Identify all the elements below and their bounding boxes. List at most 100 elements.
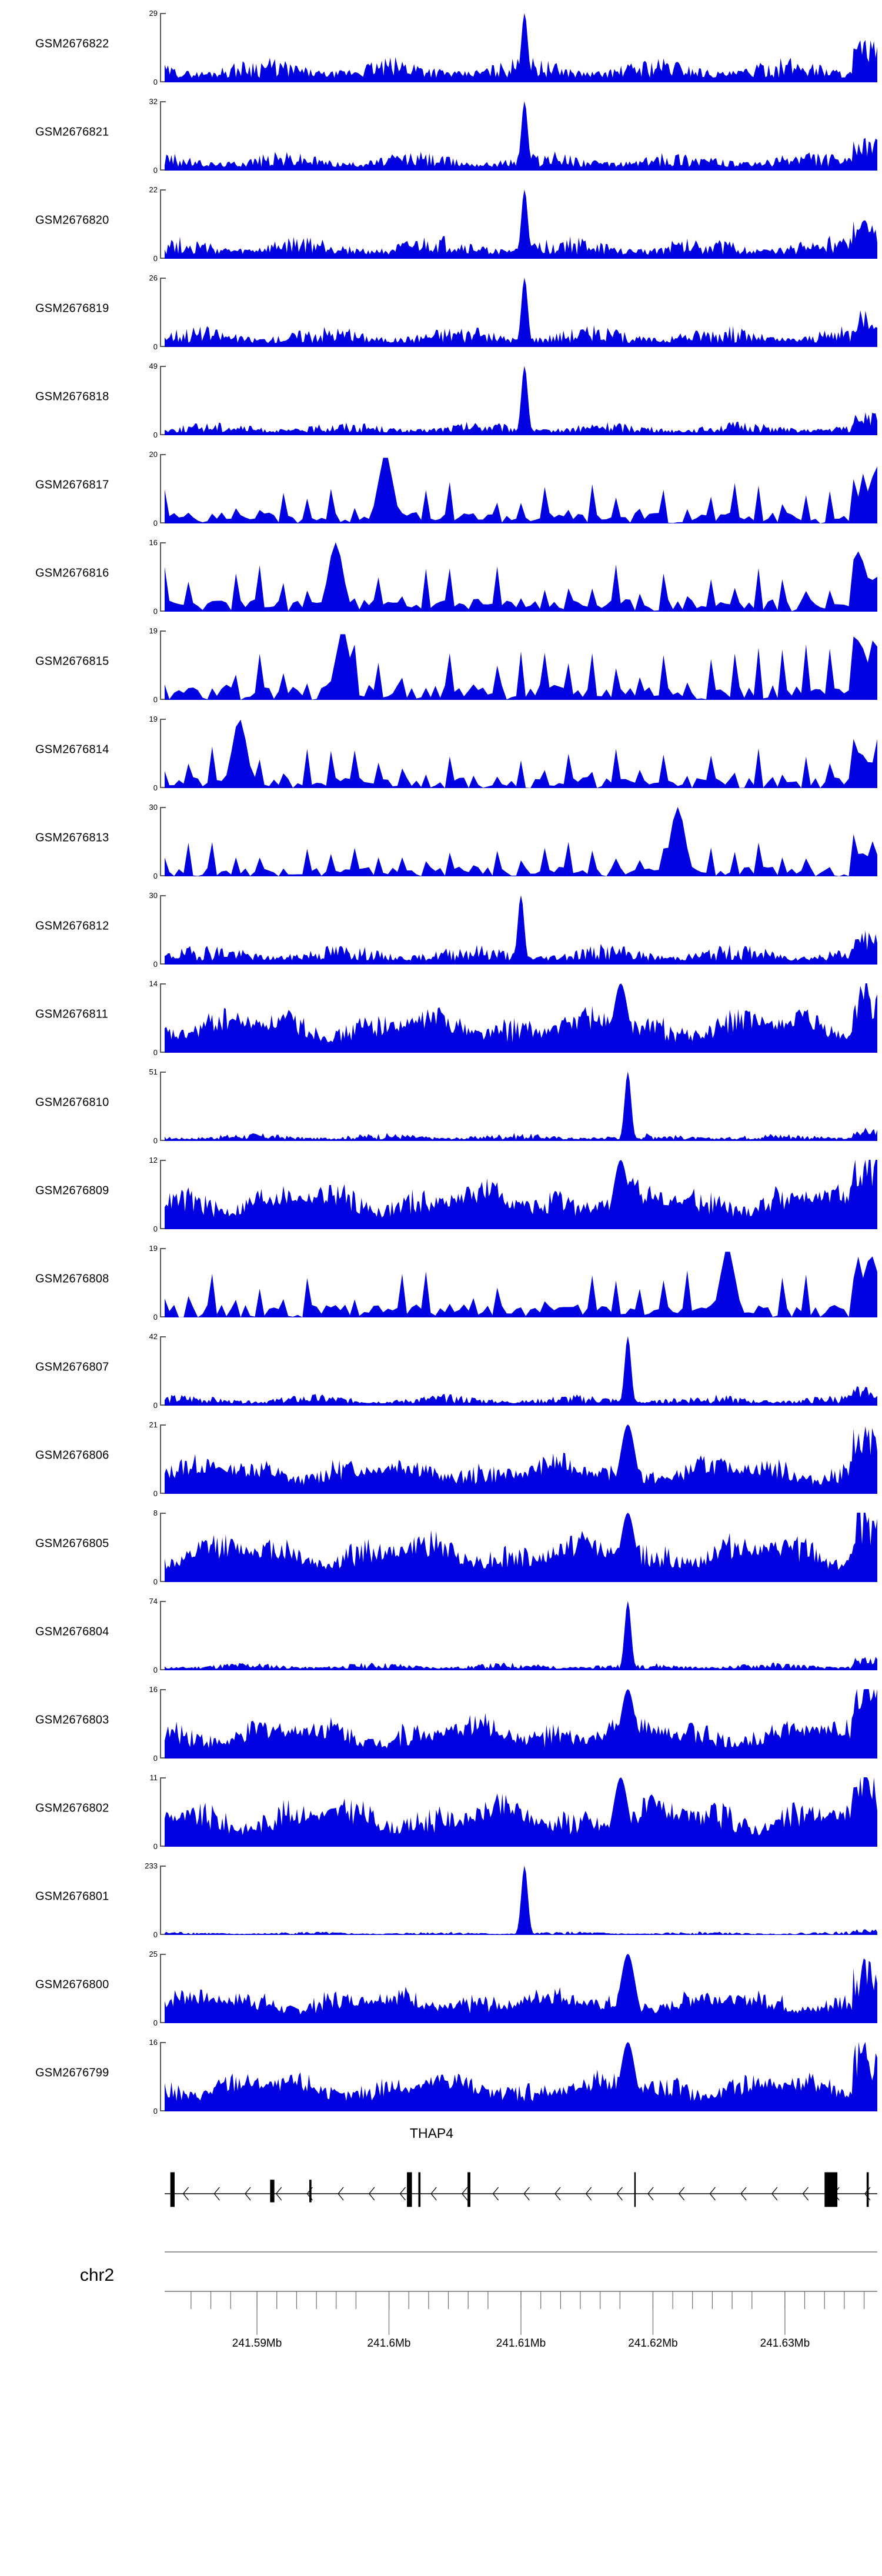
y-axis-max-label: 32 [149,97,158,106]
y-axis-min-label: 0 [153,1313,158,1322]
track-y-axis: 25 0 [149,1950,166,2027]
coverage-plot[interactable] [165,1513,877,1582]
coverage-track: GSM2676816 16 0 [0,529,882,618]
gene-name-label: THAP4 [0,2125,882,2141]
y-axis-min-label: 0 [153,519,158,528]
coverage-plot[interactable] [165,101,877,171]
coverage-plot[interactable] [165,13,877,82]
coverage-plot[interactable] [165,719,877,788]
coverage-plot[interactable] [165,542,877,612]
coverage-plot[interactable] [165,807,877,876]
axis-tick-label: 241.61Mb [496,2337,546,2350]
coverage-plot[interactable] [165,1248,877,1317]
y-axis-min-label: 0 [153,166,158,175]
y-axis-max-label: 42 [149,1332,158,1341]
coverage-track: GSM2676804 74 0 [0,1588,882,1676]
coverage-plot[interactable] [165,1160,877,1229]
coverage-track: GSM2676801 233 0 [0,1853,882,1941]
y-axis-max-label: 11 [149,1773,158,1782]
track-label: GSM2676803 [35,1713,109,1727]
coverage-track: GSM2676822 29 0 [0,0,882,88]
track-label: GSM2676816 [35,566,109,580]
y-axis-max-label: 49 [149,362,158,371]
y-axis-max-label: 20 [149,450,158,459]
y-axis-min-label: 0 [153,2018,158,2027]
y-axis-max-label: 19 [149,626,158,635]
track-label: GSM2676800 [35,1978,109,1991]
y-axis-max-label: 25 [149,1950,158,1958]
coverage-track: GSM2676820 22 0 [0,176,882,265]
track-y-axis: 19 0 [149,715,166,792]
track-label: GSM2676812 [35,919,109,933]
gene-model-canvas[interactable] [165,2151,877,2208]
track-y-axis: 30 0 [149,803,166,880]
y-axis-min-label: 0 [153,1754,158,1763]
y-axis-min-label: 0 [153,1577,158,1586]
coverage-track: GSM2676800 25 0 [0,1941,882,2029]
track-y-axis: 22 0 [149,186,166,262]
axis-track: chr2 241.59Mb 241.6Mb 241.61Mb 241.62Mb 241.6… [0,2217,882,2394]
coverage-track: GSM2676809 12 0 [0,1147,882,1235]
coverage-track: GSM2676803 16 0 [0,1676,882,1764]
coverage-track: GSM2676819 26 0 [0,265,882,353]
track-label: GSM2676808 [35,1272,109,1286]
coverage-plot[interactable] [165,1954,877,2023]
coverage-plot[interactable] [165,630,877,700]
coverage-plot[interactable] [165,895,877,965]
y-axis-min-label: 0 [153,607,158,616]
y-axis-min-label: 0 [153,254,158,263]
track-label: GSM2676815 [35,655,109,668]
track-label: GSM2676801 [35,1890,109,1903]
coverage-plot[interactable] [165,983,877,1053]
y-axis-min-label: 0 [153,431,158,439]
axis-ruler[interactable] [165,2241,877,2382]
coverage-plot[interactable] [165,1777,877,1847]
track-label: GSM2676806 [35,1449,109,1462]
coverage-plot[interactable] [165,1424,877,1494]
coverage-plot[interactable] [165,1689,877,1759]
y-axis-min-label: 0 [153,1489,158,1498]
y-axis-min-label: 0 [153,2107,158,2115]
axis-tick-label: 241.63Mb [760,2337,810,2350]
track-y-axis: 16 0 [149,539,166,615]
track-y-axis: 26 0 [149,274,166,351]
y-axis-min-label: 0 [153,1401,158,1410]
y-axis-min-label: 0 [153,342,158,351]
coverage-plot[interactable] [165,189,877,259]
coverage-plot[interactable] [165,366,877,435]
coverage-track: GSM2676821 32 0 [0,88,882,176]
coverage-track: GSM2676810 51 0 [0,1059,882,1147]
track-y-axis: 11 0 [150,1774,166,1850]
coverage-plot[interactable] [165,278,877,347]
track-y-axis: 21 0 [149,1421,166,1497]
axis-tick-label: 241.59Mb [232,2337,282,2350]
coverage-plot[interactable] [165,2042,877,2111]
coverage-plot[interactable] [165,1072,877,1141]
coverage-track: GSM2676807 42 0 [0,1323,882,1412]
gene-model-track: THAP4 [0,2117,882,2217]
coverage-plot[interactable] [165,1601,877,1670]
coverage-plot[interactable] [165,1336,877,1406]
y-axis-max-label: 19 [149,715,158,723]
track-label: GSM2676805 [35,1537,109,1550]
y-axis-max-label: 14 [149,979,158,988]
coverage-track: GSM2676805 8 0 [0,1500,882,1588]
y-axis-min-label: 0 [153,1930,158,1939]
coverage-plot[interactable] [165,1866,877,1935]
track-label: GSM2676814 [35,743,109,756]
coverage-plot[interactable] [165,454,877,523]
y-axis-min-label: 0 [153,872,158,880]
coverage-track: GSM2676811 14 0 [0,970,882,1059]
y-axis-min-label: 0 [153,1048,158,1057]
track-y-axis: 32 0 [149,98,166,174]
y-axis-min-label: 0 [153,695,158,704]
y-axis-min-label: 0 [153,1666,158,1674]
y-axis-max-label: 8 [153,1509,158,1517]
track-y-axis: 42 0 [149,1333,166,1409]
y-axis-min-label: 0 [153,1842,158,1851]
coverage-track: GSM2676813 30 0 [0,794,882,882]
track-label: GSM2676819 [35,302,109,315]
y-axis-max-label: 22 [149,185,158,194]
track-label: GSM2676809 [35,1184,109,1197]
